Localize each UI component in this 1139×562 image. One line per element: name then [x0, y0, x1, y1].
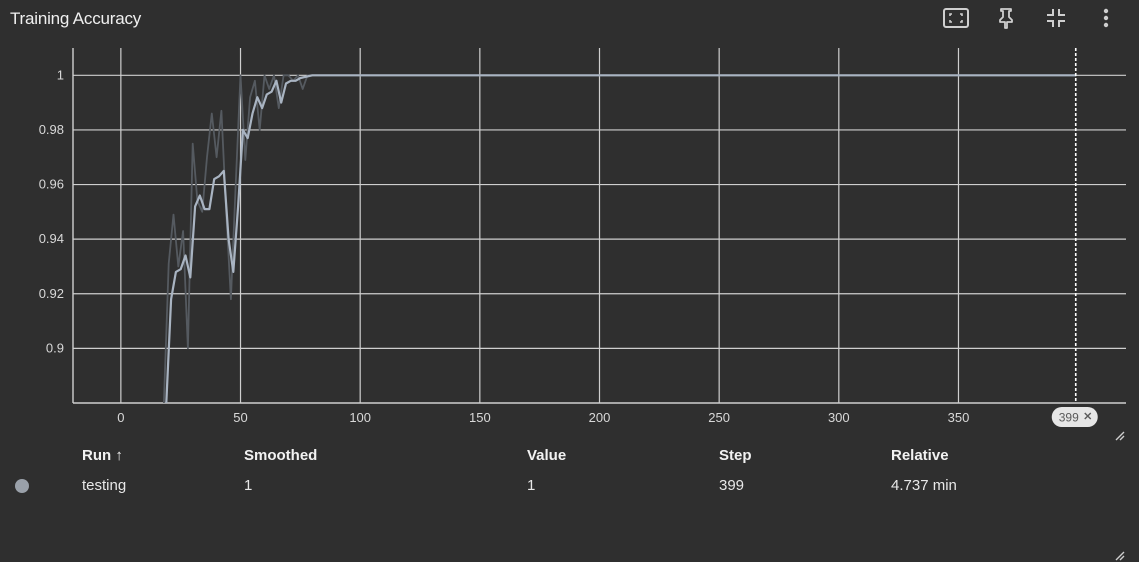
x-tick-label: 300: [828, 410, 850, 425]
more-options-button[interactable]: [1081, 4, 1131, 32]
grid-lines: [72, 48, 1126, 404]
more-vert-icon: [1103, 8, 1109, 28]
column-header-value[interactable]: Value: [527, 447, 567, 464]
x-tick-label: 250: [708, 410, 730, 425]
x-tick-label: 100: [349, 410, 371, 425]
y-tick-label: 0.9: [46, 340, 64, 355]
close-icon[interactable]: [1084, 412, 1092, 420]
smoothed-series-line: [165, 74, 1077, 403]
y-tick-label: 0.98: [39, 122, 64, 137]
card-resize-handle-icon[interactable]: [1114, 550, 1126, 562]
step-cursor-badge-label: 399: [1059, 411, 1079, 425]
step-cursor[interactable]: 399: [1051, 48, 1098, 427]
run-color-dot-icon: [15, 479, 29, 493]
axis-tick-labels: 0 50 100 150 200 250 300 350 0.9 0.92 0.94 0.96 0.98…: [39, 67, 970, 425]
cell-step: 399: [719, 477, 745, 494]
x-tick-label: 350: [948, 410, 970, 425]
step-cursor-badge[interactable]: [1051, 407, 1098, 427]
series-lines: [163, 74, 1077, 403]
cell-value: 1: [527, 477, 536, 494]
pin-icon: [999, 8, 1013, 29]
column-header-step[interactable]: Step: [719, 447, 752, 464]
collapse-button[interactable]: [1031, 4, 1081, 32]
line-chart[interactable]: 0 50 100 150 200 250 300 350 0.9 0.92 0.94 0.96 0.98…: [0, 40, 1139, 435]
table-header-row: Run ↑ Smoothed Value Step Relative: [0, 440, 1139, 470]
x-tick-label: 150: [469, 410, 491, 425]
x-tick-label: 50: [233, 410, 247, 425]
column-header-run[interactable]: Run ↑: [82, 447, 123, 464]
column-header-relative[interactable]: Relative: [891, 447, 949, 464]
cell-relative: 4.737 min: [891, 477, 957, 494]
chart-resize-handle-icon[interactable]: [1114, 430, 1126, 442]
y-tick-label: 0.92: [39, 286, 64, 301]
fit-domain-button[interactable]: [931, 4, 981, 32]
run-data-table: Run ↑ Smoothed Value Step Relative testi…: [0, 440, 1139, 494]
y-tick-label: 0.94: [39, 231, 64, 246]
y-tick-label: 0.96: [39, 177, 64, 192]
cell-smoothed: 1: [244, 477, 253, 494]
fit-domain-icon: [943, 8, 969, 28]
table-row: testing 1 1 399 4.737 min: [0, 440, 1139, 494]
column-header-smoothed[interactable]: Smoothed: [244, 447, 318, 464]
cell-run: testing: [82, 477, 127, 494]
pin-button[interactable]: [981, 4, 1031, 32]
chart-toolbar: [931, 4, 1131, 32]
y-tick-label: 1: [57, 67, 64, 82]
chart-title: Training Accuracy: [10, 9, 142, 28]
x-tick-label: 0: [117, 410, 124, 425]
collapse-icon: [1047, 9, 1065, 27]
x-tick-label: 200: [589, 410, 611, 425]
